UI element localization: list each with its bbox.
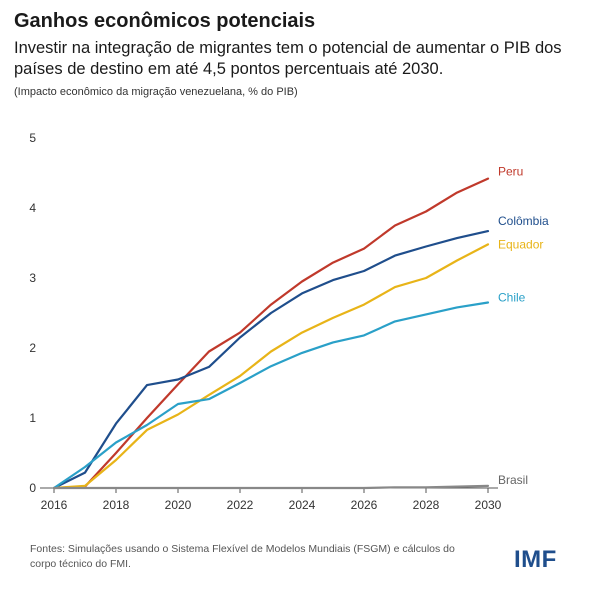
series-line-colombia [52, 230, 490, 490]
x-tick-label: 2030 [475, 498, 502, 512]
series-line-peru [52, 177, 490, 490]
series-label-equador: Equador [498, 237, 543, 251]
x-tick-label: 2020 [165, 498, 192, 512]
y-tick-label: 5 [29, 131, 36, 145]
series-label-peru: Peru [498, 165, 523, 179]
x-tick-label: 2016 [41, 498, 68, 512]
imf-logo: IMF [514, 546, 557, 573]
x-tick-label: 2028 [413, 498, 440, 512]
series-label-brasil: Brasil [498, 473, 528, 487]
series-line-chile [52, 301, 490, 490]
x-tick-label: 2024 [289, 498, 316, 512]
series-labels: Peru Colômbia Equador Chile Brasil [498, 165, 549, 487]
y-tick-label: 0 [29, 481, 36, 495]
series-line-equador [52, 243, 490, 490]
series-line-brasil [52, 484, 490, 490]
chart-unit-note: (Impacto econômico da migração venezuela… [14, 86, 298, 98]
chart-lines [52, 177, 490, 490]
x-tick-label: 2026 [351, 498, 378, 512]
series-label-chile: Chile [498, 291, 526, 305]
x-tick-label: 2022 [227, 498, 254, 512]
y-tick-label: 4 [29, 201, 36, 215]
chart-axes: 0 1 2 3 4 5 2016 2018 2020 2022 2024 2026 2028 2030 [29, 131, 501, 512]
chart-subtitle: Investir na integração de migrantes tem … [14, 39, 562, 78]
y-tick-label: 2 [29, 341, 36, 355]
y-tick-label: 3 [29, 271, 36, 285]
x-tick-label: 2018 [103, 498, 130, 512]
chart-title: Ganhos econômicos potenciais [14, 10, 316, 32]
series-label-colombia: Colômbia [498, 214, 549, 228]
source-note: Fontes: Simulações usando o Sistema Flex… [30, 543, 455, 570]
y-tick-label: 1 [29, 411, 36, 425]
